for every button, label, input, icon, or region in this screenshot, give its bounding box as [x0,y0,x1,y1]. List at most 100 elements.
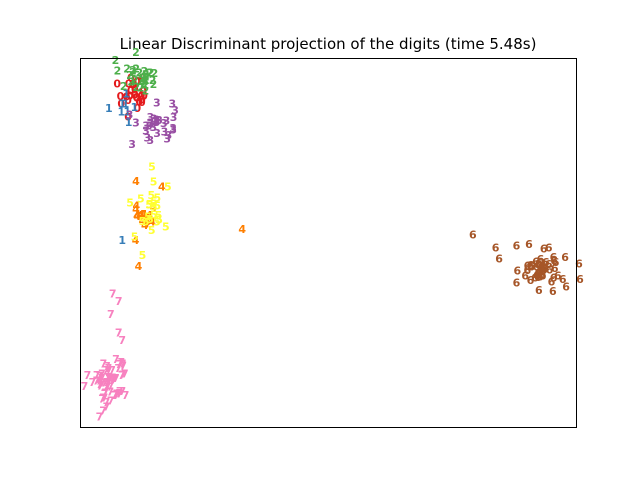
scatter-point-digit-7-32: 7 [105,362,113,375]
scatter-point-digit-4-7: 4 [134,210,142,223]
scatter-point-digit-5-20: 5 [126,196,134,209]
scatter-point-digit-3-5: 3 [153,97,161,110]
scatter-point-digit-5-8: 5 [142,216,150,229]
scatter-point-digit-4-5: 4 [145,209,153,222]
scatter-point-digit-6-17: 6 [538,269,546,282]
scatter-point-digit-6-44: 6 [513,240,521,253]
scatter-point-digit-4-9: 4 [138,208,146,221]
scatter-point-digit-5-24: 5 [148,160,156,173]
scatter-point-digit-7-12: 7 [102,364,110,377]
scatter-point-digit-1-7: 1 [125,116,133,129]
scatter-point-digit-5-0: 5 [137,193,145,206]
scatter-point-digit-3-8: 3 [146,111,154,124]
scatter-point-digit-7-8: 7 [119,369,127,382]
scatter-point-digit-7-44: 7 [122,389,130,402]
scatter-point-digit-6-32: 6 [523,264,531,277]
scatter-point-digit-5-6: 5 [144,211,152,224]
scatter-point-digit-0-18: 0 [123,91,131,104]
scatter-point-digit-3-17: 3 [142,120,150,133]
scatter-point-digit-0-21: 0 [129,79,137,92]
scatter-point-digit-6-0: 6 [550,251,558,264]
scatter-point-digit-7-31: 7 [106,374,114,387]
scatter-point-digit-4-18: 4 [158,181,166,194]
scatter-point-digit-2-12: 2 [132,81,140,94]
scatter-point-digit-3-19: 3 [147,117,155,130]
scatter-point-digit-3-13: 3 [153,116,161,129]
scatter-point-digit-4-12: 4 [140,208,148,221]
scatter-point-digit-6-29: 6 [534,266,542,279]
scatter-point-digit-7-1: 7 [96,378,104,391]
scatter-point-digit-3-6: 3 [132,117,140,130]
scatter-point-digit-6-3: 6 [533,269,541,282]
scatter-point-digit-1-5: 1 [131,101,139,114]
scatter-point-digit-4-14: 4 [238,223,246,236]
scatter-point-digit-0-15: 0 [135,95,143,108]
scatter-point-digit-7-36: 7 [112,372,120,385]
scatter-point-digit-3-18: 3 [142,124,150,137]
scatter-point-digit-6-42: 6 [469,229,477,242]
scatter-point-digit-7-10: 7 [81,380,89,393]
scatter-point-digit-6-2: 6 [539,262,547,275]
scatter-point-digit-6-9: 6 [559,273,567,286]
scatter-point-digit-4-11: 4 [141,219,149,232]
scatter-point-digit-7-54: 7 [112,353,120,366]
scatter-point-digit-6-41: 6 [542,256,550,269]
scatter-point-digit-7-42: 7 [113,388,121,401]
scatter-point-digit-3-20: 3 [165,129,173,142]
scatter-point-digit-5-9: 5 [146,198,154,211]
scatter-point-digit-0-11: 0 [126,90,134,103]
scatter-point-digit-0-9: 0 [139,85,147,98]
scatter-point-digit-7-29: 7 [112,389,120,402]
scatter-point-digit-6-45: 6 [495,253,503,266]
scatter-point-digit-7-39: 7 [99,392,107,405]
scatter-point-digit-5-3: 5 [155,214,163,227]
scatter-point-digit-2-2: 2 [141,65,149,78]
scatter-point-digit-6-23: 6 [534,271,542,284]
scatter-point-digit-7-47: 7 [99,404,107,417]
scatter-point-digit-7-19: 7 [101,392,109,405]
scatter-point-digit-4-0: 4 [136,209,144,222]
scatter-point-digit-6-4: 6 [541,262,549,275]
scatter-point-digit-6-38: 6 [524,260,532,273]
scatter-point-digit-2-22: 2 [137,82,145,95]
scatter-point-digit-7-45: 7 [105,373,113,386]
scatter-point-digit-1-8: 1 [118,234,126,247]
scatter-point-digit-6-18: 6 [538,263,546,276]
scatter-point-digit-0-5: 0 [140,89,148,102]
scatter-point-digit-1-4: 1 [117,105,125,118]
scatter-point-digit-6-26: 6 [549,285,557,298]
scatter-point-digit-0-16: 0 [131,89,139,102]
scatter-point-digit-5-23: 5 [131,231,139,244]
scatter-point-digit-4-2: 4 [150,201,158,214]
scatter-point-digit-0-7: 0 [132,91,140,104]
scatter-point-digit-5-19: 5 [150,209,158,222]
scatter-point-digit-2-15: 2 [150,78,158,91]
scatter-point-digit-6-10: 6 [513,265,521,278]
scatter-point-digit-6-20: 6 [548,275,556,288]
scatter-point-digit-0-22: 0 [113,77,121,90]
scatter-point-digit-3-2: 3 [170,111,178,124]
axes-frame [80,58,577,428]
scatter-point-digit-2-17: 2 [151,67,159,80]
scatter-point-digit-7-33: 7 [110,374,118,387]
scatter-point-digit-7-52: 7 [101,377,109,390]
scatter-point-digit-7-6: 7 [118,369,126,382]
scatter-point-digit-5-22: 5 [139,249,147,262]
scatter-point-digit-7-57: 7 [119,357,127,370]
scatter-point-digit-2-10: 2 [126,69,134,82]
scatter-point-digit-7-2: 7 [96,411,104,424]
scatter-point-digit-6-13: 6 [539,269,547,282]
scatter-point-digit-0-2: 0 [133,102,141,115]
scatter-point-digit-7-62: 7 [118,334,126,347]
scatter-point-digit-6-5: 6 [554,270,562,283]
scatter-point-digit-2-6: 2 [135,66,143,79]
scatter-point-digit-7-25: 7 [96,370,104,383]
scatter-point-digit-5-12: 5 [147,189,155,202]
scatter-point-digit-0-14: 0 [133,76,141,89]
scatter-point-digit-6-39: 6 [551,262,559,275]
scatter-point-digit-5-11: 5 [153,199,161,212]
scatter-point-digit-6-15: 6 [536,270,544,283]
scatter-point-digit-2-27: 2 [123,63,131,76]
scatter-point-digit-5-21: 5 [164,181,172,194]
scatter-point-digit-7-63: 7 [84,369,92,382]
